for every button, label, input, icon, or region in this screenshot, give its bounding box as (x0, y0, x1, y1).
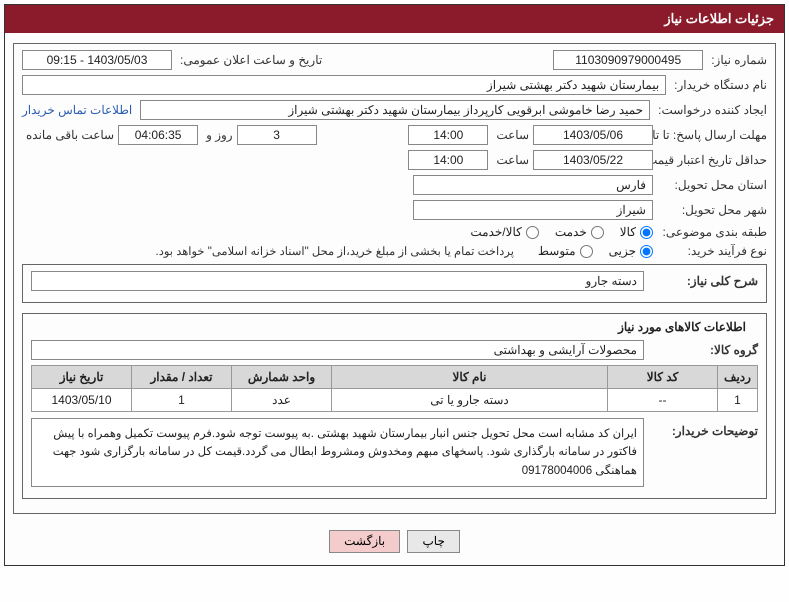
time-label-1: ساعت (492, 128, 529, 142)
th-qty: تعداد / مقدار (132, 366, 232, 389)
days-value: 3 (237, 125, 317, 145)
button-bar: چاپ بازگشت (13, 522, 776, 557)
cell-row: 1 (718, 389, 758, 412)
radio-khadamat[interactable] (591, 226, 604, 239)
summary-value: دسته جارو (31, 271, 644, 291)
time-label-2: ساعت (492, 153, 529, 167)
buyer-value: بیمارستان شهید دکتر بهشتی شیراز (22, 75, 666, 95)
cell-name: دسته جارو یا تی (332, 389, 608, 412)
details-panel: جزئیات اطلاعات نیاز شماره نیاز: 11030909… (4, 4, 785, 566)
radio-partial-item[interactable]: جزیی (609, 244, 653, 258)
remaining-time: 04:06:35 (118, 125, 198, 145)
th-name: نام کالا (332, 366, 608, 389)
process-note: پرداخت تمام یا بخشی از مبلغ خرید،از محل … (156, 244, 514, 258)
need-no-label: شماره نیاز: (707, 53, 767, 67)
radio-kala-label: کالا (620, 225, 636, 239)
radio-partial[interactable] (640, 245, 653, 258)
validity-date: 1403/05/22 (533, 150, 653, 170)
radio-kala-item[interactable]: کالا (620, 225, 653, 239)
validity-label: حداقل تاریخ اعتبار قیمت: تا تاریخ: (657, 153, 767, 167)
th-row: ردیف (718, 366, 758, 389)
city-label: شهر محل تحویل: (657, 203, 767, 217)
radio-kalakhadamat[interactable] (526, 226, 539, 239)
city-value: شیراز (413, 200, 653, 220)
radio-medium-item[interactable]: متوسط (538, 244, 593, 258)
panel-title: جزئیات اطلاعات نیاز (5, 5, 784, 33)
cell-code: -- (608, 389, 718, 412)
radio-kalakhadamat-label: کالا/خدمت (470, 225, 521, 239)
goods-fieldset: اطلاعات کالاهای مورد نیاز گروه کالا: محص… (22, 313, 767, 499)
th-code: کد کالا (608, 366, 718, 389)
province-label: استان محل تحویل: (657, 178, 767, 192)
need-no-value: 1103090979000495 (553, 50, 703, 70)
deadline-date: 1403/05/06 (533, 125, 653, 145)
days-suffix: روز و (202, 128, 233, 142)
province-value: فارس (413, 175, 653, 195)
deadline-time: 14:00 (408, 125, 488, 145)
cell-date: 1403/05/10 (32, 389, 132, 412)
group-value: محصولات آرایشی و بهداشتی (31, 340, 644, 360)
announce-label: تاریخ و ساعت اعلان عمومی: (176, 53, 322, 67)
remaining-suffix: ساعت باقی مانده (22, 128, 114, 142)
goods-table: ردیف کد کالا نام کالا واحد شمارش تعداد /… (31, 365, 758, 412)
validity-time: 14:00 (408, 150, 488, 170)
back-button[interactable]: بازگشت (329, 530, 400, 553)
desc-label: توضیحات خریدار: (648, 418, 758, 438)
radio-khadamat-label: خدمت (555, 225, 587, 239)
process-label: نوع فرآیند خرید: (657, 244, 767, 258)
radio-medium[interactable] (580, 245, 593, 258)
desc-value: ایران کد مشابه است محل تحویل جنس انبار ب… (31, 418, 644, 487)
radio-khadamat-item[interactable]: خدمت (555, 225, 604, 239)
main-fieldset: شماره نیاز: 1103090979000495 تاریخ و ساع… (13, 43, 776, 514)
print-button[interactable]: چاپ (407, 530, 459, 553)
th-date: تاریخ نیاز (32, 366, 132, 389)
group-label: گروه کالا: (648, 343, 758, 357)
contact-link[interactable]: اطلاعات تماس خریدار (22, 103, 132, 117)
summary-fieldset: شرح کلی نیاز: دسته جارو (22, 264, 767, 303)
requester-value: حمید رضا خاموشی ابرقویی کارپرداز بیمارست… (140, 100, 650, 120)
cell-unit: عدد (232, 389, 332, 412)
th-unit: واحد شمارش (232, 366, 332, 389)
cell-qty: 1 (132, 389, 232, 412)
requester-label: ایجاد کننده درخواست: (654, 103, 767, 117)
table-row: 1 -- دسته جارو یا تی عدد 1 1403/05/10 (32, 389, 758, 412)
radio-kala[interactable] (640, 226, 653, 239)
radio-kalakhadamat-item[interactable]: کالا/خدمت (470, 225, 538, 239)
summary-label: شرح کلی نیاز: (648, 274, 758, 288)
announce-value: 1403/05/03 - 09:15 (22, 50, 172, 70)
radio-medium-label: متوسط (538, 244, 576, 258)
buyer-label: نام دستگاه خریدار: (670, 78, 767, 92)
radio-partial-label: جزیی (609, 244, 636, 258)
deadline-label: مهلت ارسال پاسخ: تا تاریخ: (657, 128, 767, 142)
category-label: طبقه بندی موضوعی: (657, 225, 767, 239)
goods-legend: اطلاعات کالاهای مورد نیاز (614, 320, 750, 334)
